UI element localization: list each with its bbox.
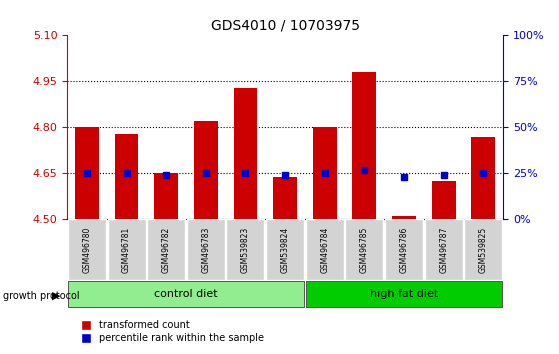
Bar [75, 127, 99, 219]
Bar [234, 87, 257, 219]
FancyBboxPatch shape [465, 219, 503, 280]
Bar [154, 173, 178, 219]
Text: GSM496787: GSM496787 [439, 227, 448, 273]
FancyBboxPatch shape [68, 281, 304, 307]
Text: GSM539824: GSM539824 [281, 227, 290, 273]
Text: GSM496786: GSM496786 [400, 227, 409, 273]
FancyBboxPatch shape [107, 219, 145, 280]
Bar [115, 133, 139, 219]
Bar [273, 177, 297, 219]
Bar [392, 216, 416, 219]
Text: GSM496781: GSM496781 [122, 227, 131, 273]
Text: GSM496784: GSM496784 [320, 227, 329, 273]
Legend: transformed count, percentile rank within the sample: transformed count, percentile rank withi… [72, 316, 268, 347]
Text: GSM496783: GSM496783 [201, 227, 210, 273]
Text: GSM496782: GSM496782 [162, 227, 170, 273]
FancyBboxPatch shape [425, 219, 463, 280]
Bar [353, 72, 376, 219]
Text: GSM539823: GSM539823 [241, 227, 250, 273]
FancyBboxPatch shape [345, 219, 383, 280]
Bar [471, 137, 495, 219]
Text: ▶: ▶ [52, 291, 60, 301]
Text: high fat diet: high fat diet [370, 289, 438, 299]
FancyBboxPatch shape [306, 219, 344, 280]
Text: control diet: control diet [154, 289, 218, 299]
Text: GSM539825: GSM539825 [479, 227, 488, 273]
FancyBboxPatch shape [266, 219, 304, 280]
Text: GSM496785: GSM496785 [360, 227, 369, 273]
Bar [313, 127, 337, 219]
FancyBboxPatch shape [147, 219, 185, 280]
FancyBboxPatch shape [68, 219, 106, 280]
Bar [194, 121, 217, 219]
Bar [432, 181, 456, 219]
FancyBboxPatch shape [187, 219, 225, 280]
Text: GSM496780: GSM496780 [82, 227, 92, 273]
FancyBboxPatch shape [385, 219, 423, 280]
Text: growth protocol: growth protocol [3, 291, 79, 301]
Title: GDS4010 / 10703975: GDS4010 / 10703975 [211, 19, 359, 33]
FancyBboxPatch shape [306, 281, 503, 307]
FancyBboxPatch shape [226, 219, 264, 280]
